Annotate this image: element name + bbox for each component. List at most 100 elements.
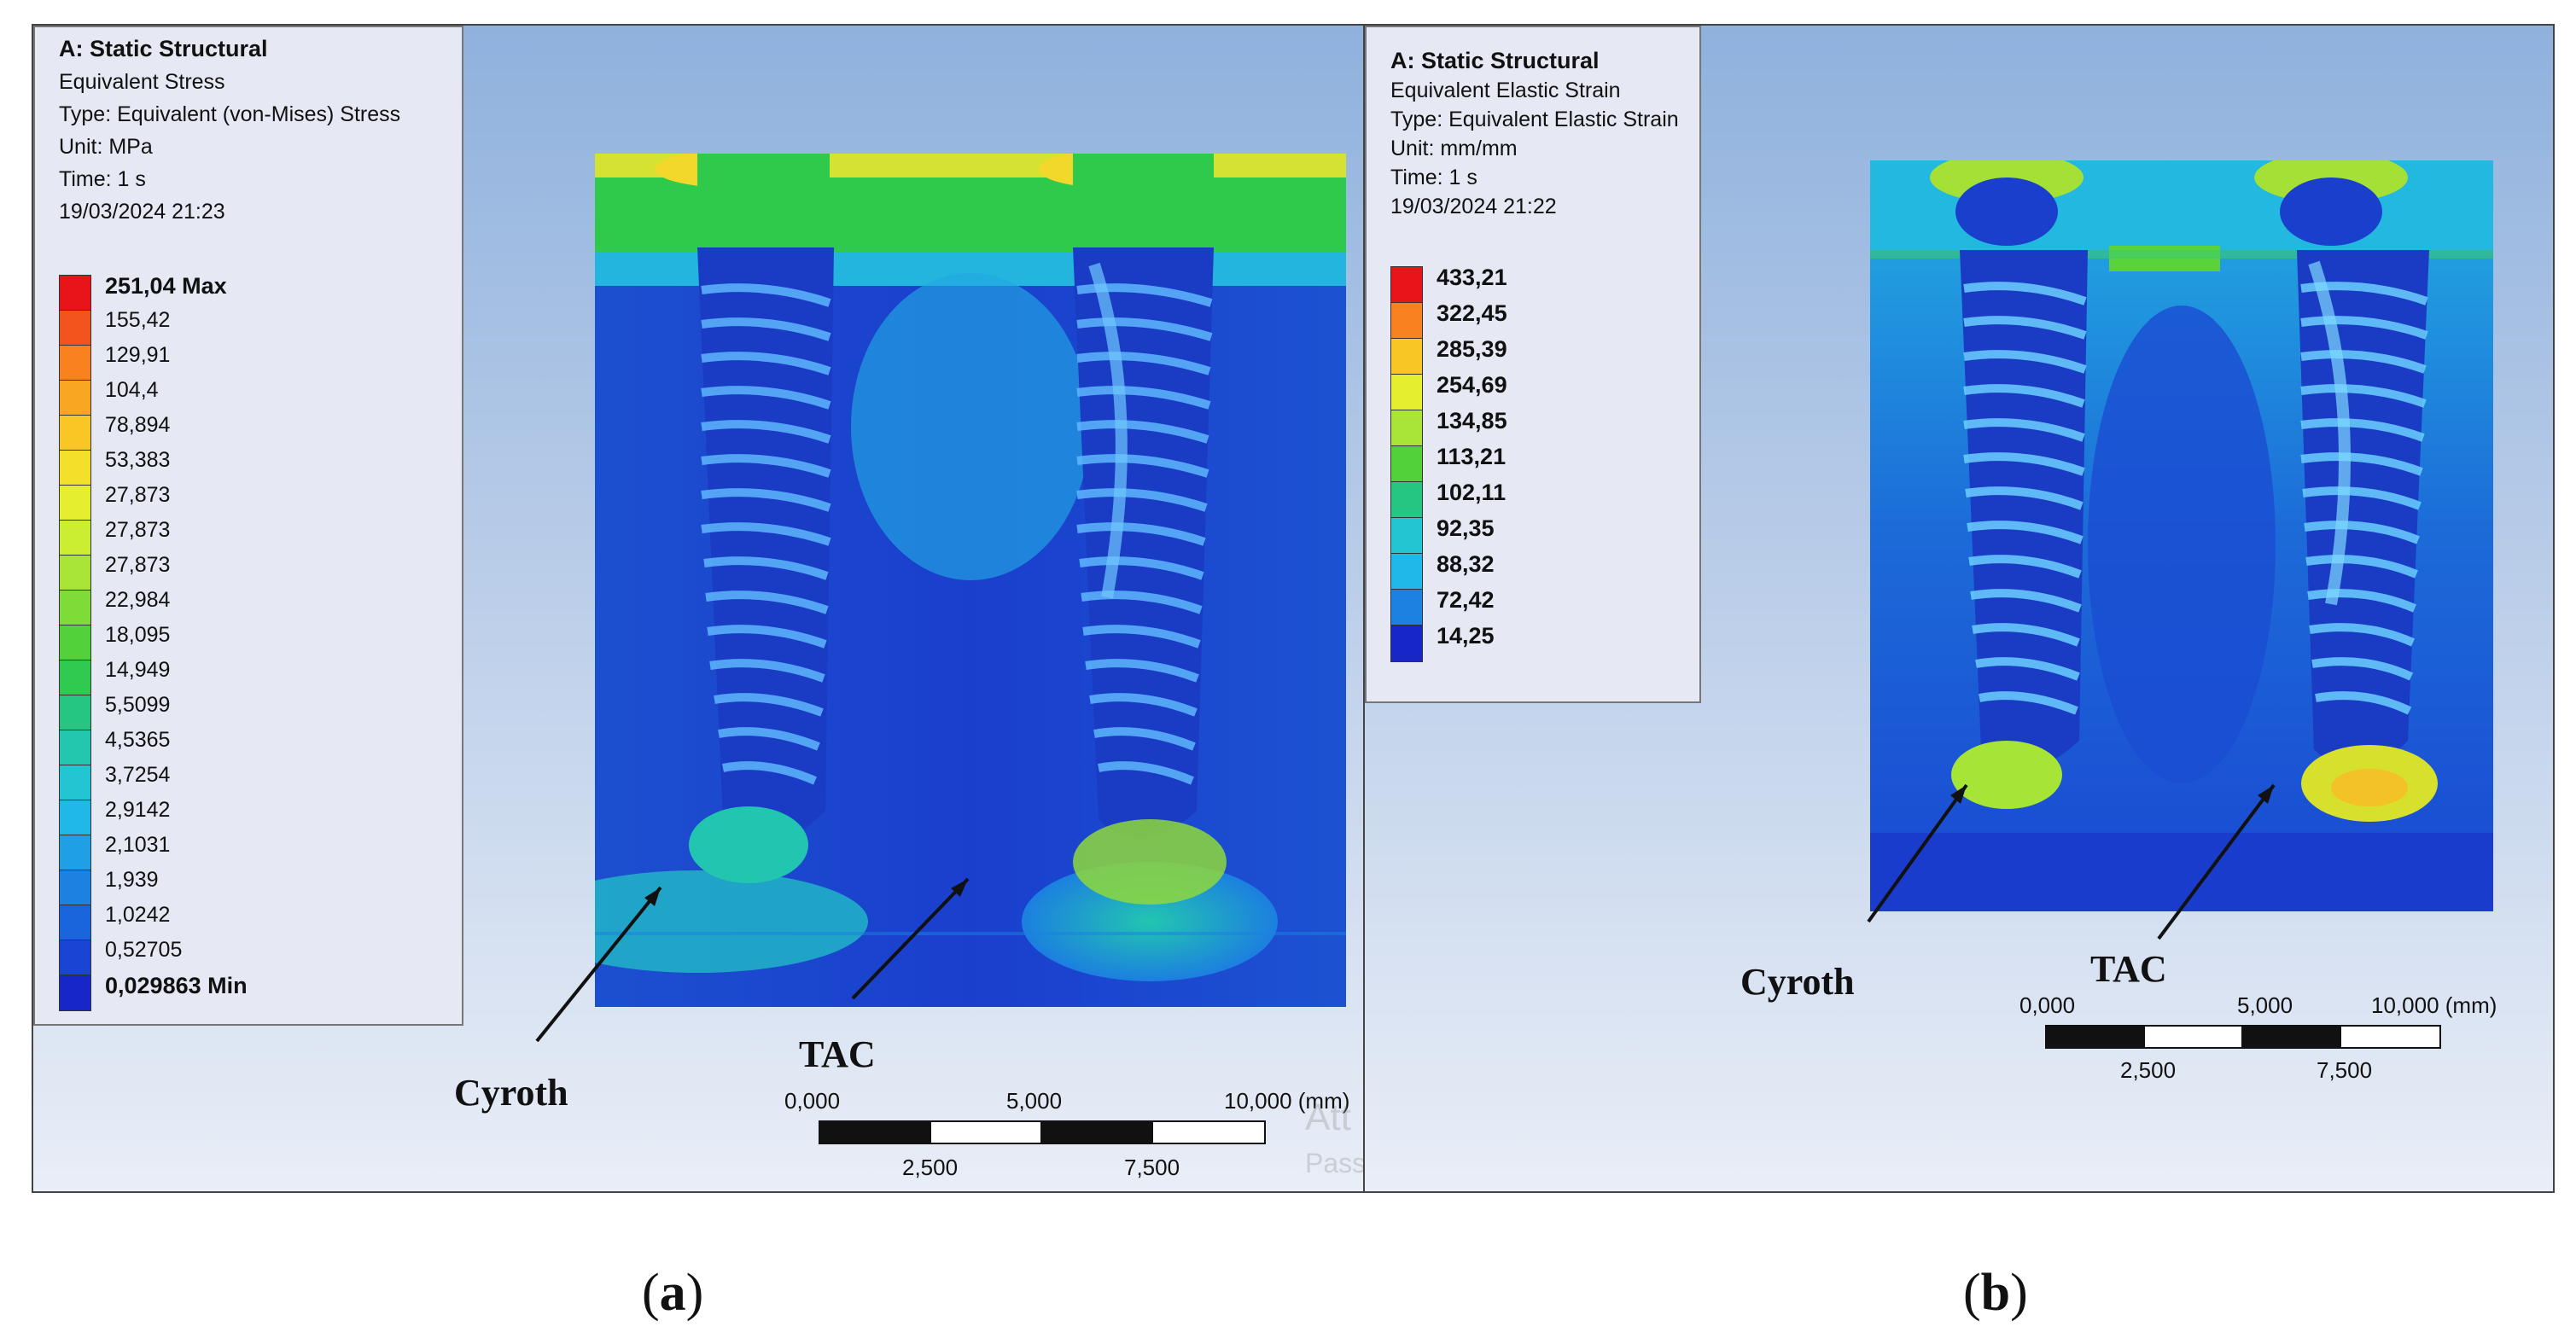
result-info-box: A: Static Structural Equivalent Stress T… bbox=[33, 26, 463, 1026]
implant-right bbox=[1073, 154, 1227, 905]
analysis-title: A: Static Structural bbox=[1390, 48, 1600, 73]
legend-swatch bbox=[59, 450, 91, 486]
legend-swatch bbox=[1390, 338, 1423, 375]
legend-swatch bbox=[1390, 374, 1423, 411]
legend-label: 433,21 bbox=[1437, 265, 1507, 290]
legend-label: 113,21 bbox=[1437, 444, 1507, 469]
result-time: Time: 1 s bbox=[59, 167, 146, 191]
legend-swatch bbox=[59, 310, 91, 346]
panel-b-viewport: A: Static Structural Equivalent Elastic … bbox=[1363, 24, 2555, 1193]
scale-tick-7-5: 7,500 bbox=[2317, 1057, 2373, 1083]
analysis-title: A: Static Structural bbox=[59, 36, 268, 61]
scale-tick-10: 10,000 (mm) bbox=[1224, 1088, 1350, 1114]
legend-swatch bbox=[1390, 302, 1423, 340]
legend-swatch bbox=[59, 835, 91, 871]
scale-bar: 0,000 5,000 10,000 (mm) 2,500 7,500 bbox=[2019, 992, 2497, 1086]
legend-label: 14,949 bbox=[105, 658, 171, 682]
legend-swatch bbox=[1390, 625, 1423, 662]
legend-swatch bbox=[59, 765, 91, 801]
legend-swatch bbox=[59, 730, 91, 766]
result-date: 19/03/2024 21:22 bbox=[1390, 195, 1557, 218]
legend-swatch bbox=[1390, 517, 1423, 555]
result-date: 19/03/2024 21:23 bbox=[59, 200, 225, 224]
legend-label: 129,91 bbox=[105, 343, 171, 367]
legend-label: 322,45 bbox=[1437, 300, 1507, 326]
legend-swatch bbox=[59, 415, 91, 451]
legend-label: 155,42 bbox=[105, 308, 171, 332]
result-name: Equivalent Elastic Strain bbox=[1390, 79, 1621, 102]
label-tac: TAC bbox=[2090, 948, 2167, 990]
caption-b: (b) bbox=[1963, 1264, 2028, 1322]
legend-label: 53,383 bbox=[105, 448, 171, 472]
scale-tick-5: 5,000 bbox=[1006, 1088, 1063, 1114]
result-unit: Unit: MPa bbox=[59, 135, 153, 159]
result-unit: Unit: mm/mm bbox=[1390, 137, 1518, 160]
legend-label: 2,1031 bbox=[105, 833, 171, 857]
legend-label: 78,894 bbox=[105, 413, 171, 437]
watermark-text-2: Pass bbox=[1305, 1148, 1367, 1178]
legend-label: 92,35 bbox=[1437, 515, 1495, 541]
scale-tick-2-5: 2,500 bbox=[902, 1155, 959, 1180]
scale-tick-10: 10,000 (mm) bbox=[2371, 992, 2497, 1018]
scale-bar: 0,000 5,000 10,000 (mm) 2,500 7,500 bbox=[784, 1088, 1349, 1182]
legend-swatch bbox=[1390, 410, 1423, 447]
legend-swatch bbox=[59, 275, 91, 311]
legend-swatch bbox=[59, 590, 91, 626]
legend-label: 251,04 Max bbox=[105, 273, 227, 299]
implant-left bbox=[1951, 250, 2088, 809]
legend-label: 134,85 bbox=[1437, 408, 1507, 433]
result-name: Equivalent Stress bbox=[59, 70, 225, 94]
legend-label: 27,873 bbox=[105, 553, 171, 577]
legend-swatch bbox=[59, 485, 91, 521]
legend-label: 104,4 bbox=[105, 378, 159, 402]
result-info-box: A: Static Structural Equivalent Elastic … bbox=[1365, 26, 1701, 703]
legend-label: 27,873 bbox=[105, 518, 171, 542]
fe-model-stress bbox=[595, 154, 1346, 1007]
legend-swatch bbox=[59, 345, 91, 381]
legend-swatch bbox=[1390, 266, 1423, 304]
legend-label: 3,7254 bbox=[105, 763, 171, 787]
scale-tick-0: 0,000 bbox=[2019, 992, 2076, 1018]
legend-label: 14,25 bbox=[1437, 623, 1495, 649]
legend-swatch bbox=[1390, 445, 1423, 483]
panel-a-viewport: A: Static Structural Equivalent Stress T… bbox=[32, 24, 1367, 1193]
legend-label: 5,5099 bbox=[105, 693, 171, 717]
legend-swatch bbox=[59, 905, 91, 941]
legend-label: 27,873 bbox=[105, 483, 171, 507]
legend-swatch bbox=[59, 975, 91, 1011]
implant-left bbox=[689, 154, 834, 883]
label-cyroth: Cyroth bbox=[1740, 961, 1855, 1003]
legend-label: 0,52705 bbox=[105, 938, 183, 962]
legend-label: 4,5365 bbox=[105, 728, 171, 752]
legend-label: 254,69 bbox=[1437, 372, 1507, 398]
label-tac: TAC bbox=[799, 1033, 876, 1075]
legend-swatch bbox=[59, 520, 91, 556]
legend-swatch bbox=[1390, 553, 1423, 591]
legend-label: 1,0242 bbox=[105, 903, 171, 927]
legend-label: 102,11 bbox=[1437, 480, 1507, 505]
legend-swatch bbox=[59, 800, 91, 836]
scale-tick-0: 0,000 bbox=[784, 1088, 841, 1114]
result-type: Type: Equivalent Elastic Strain bbox=[1390, 108, 1679, 131]
legend-swatch bbox=[59, 870, 91, 906]
caption-a: (a) bbox=[642, 1264, 704, 1322]
legend-swatch bbox=[59, 625, 91, 661]
legend-swatch bbox=[59, 940, 91, 976]
implant-right bbox=[2297, 250, 2438, 822]
legend-label: 88,32 bbox=[1437, 551, 1495, 577]
legend-label: 2,9142 bbox=[105, 798, 171, 822]
legend-label: 0,029863 Min bbox=[105, 973, 248, 998]
legend-label: 18,095 bbox=[105, 623, 171, 647]
watermark-text-1: Att bbox=[1305, 1097, 1351, 1138]
scale-tick-2-5: 2,500 bbox=[2120, 1057, 2177, 1083]
legend-swatch bbox=[59, 555, 91, 591]
legend-label: 1,939 bbox=[105, 868, 159, 892]
legend-swatch bbox=[59, 380, 91, 416]
legend-label: 72,42 bbox=[1437, 587, 1495, 613]
legend-swatch bbox=[1390, 589, 1423, 626]
legend-label: 285,39 bbox=[1437, 336, 1507, 362]
legend-swatch bbox=[1390, 481, 1423, 519]
scale-tick-7-5: 7,500 bbox=[1124, 1155, 1180, 1180]
legend-label: 22,984 bbox=[105, 588, 171, 612]
result-time: Time: 1 s bbox=[1390, 166, 1477, 189]
